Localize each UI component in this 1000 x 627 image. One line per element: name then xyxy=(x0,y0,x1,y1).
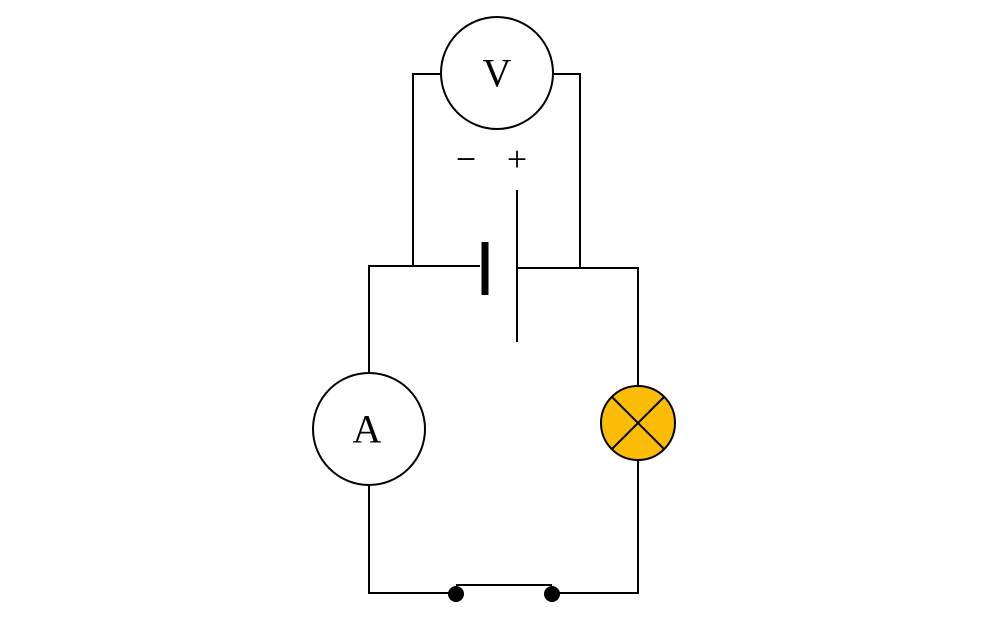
circuit-wires xyxy=(368,73,639,594)
wire-battery-negative-to-ammeter xyxy=(368,265,480,373)
switch-contact-right xyxy=(544,586,560,602)
switch-contact-left xyxy=(448,586,464,602)
wire-voltmeter-negative-lead xyxy=(412,73,441,266)
switch xyxy=(448,584,560,602)
lamp xyxy=(600,385,676,461)
wire-lamp-to-battery-positive xyxy=(517,267,639,386)
voltmeter-label: V xyxy=(483,51,512,96)
wire-ammeter-to-switch xyxy=(368,485,456,594)
ammeter-circle xyxy=(312,372,426,486)
wire-voltmeter-positive-lead xyxy=(552,73,581,268)
ammeter-label: A xyxy=(353,407,382,452)
voltmeter: V xyxy=(440,16,554,130)
wire-switch-to-lamp xyxy=(552,460,639,594)
battery-negative-sign: − xyxy=(456,139,476,179)
ammeter: A xyxy=(312,372,426,486)
lamp-cross-line-2 xyxy=(611,396,665,450)
battery-cell xyxy=(481,190,518,342)
battery-positive-sign: + xyxy=(507,139,527,179)
voltmeter-circle xyxy=(440,16,554,130)
